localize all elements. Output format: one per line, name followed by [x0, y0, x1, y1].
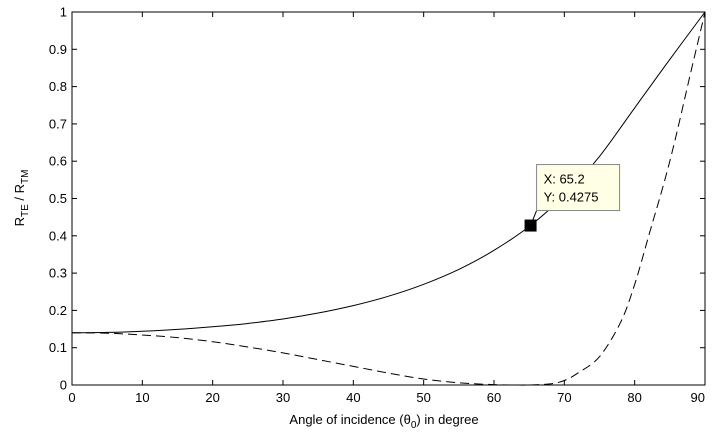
- y-tick-label: 0.7: [49, 116, 67, 131]
- ticks-layer: 0 10 20 30 40 50 60 70 80 90 0 0.1 0.2 0.3 0.4 0.5 0.6 0.…: [49, 5, 706, 405]
- x-tick-label: 80: [627, 390, 641, 405]
- y-tick-label: 0.4: [49, 228, 67, 243]
- y-axis-label-r2: R: [12, 184, 27, 193]
- x-axis-label-suffix: ) in degree: [416, 412, 478, 427]
- y-tick-label: 0.5: [49, 191, 67, 206]
- data-tip-x-text: X: 65.2: [544, 172, 585, 187]
- x-axis-label-subscript: 0: [411, 420, 417, 431]
- y-tick-label: 0.6: [49, 154, 67, 169]
- x-tick-label: 20: [205, 390, 219, 405]
- data-tip[interactable]: X: 65.2 Y: 0.4275: [524, 164, 621, 232]
- x-tick-label: 0: [68, 390, 75, 405]
- y-tick-label: 0.1: [49, 340, 67, 355]
- x-tick-label: 90: [691, 390, 705, 405]
- x-axis-label-theta: θ: [404, 412, 411, 427]
- y-tick-label: 0.8: [49, 79, 67, 94]
- data-tip-box[interactable]: [536, 164, 621, 212]
- y-axis-label-sub1: TE: [20, 204, 31, 217]
- y-axis-label: RTE / RTM: [12, 170, 31, 227]
- y-axis-label-sep: /: [12, 193, 27, 204]
- x-tick-label: 60: [487, 390, 501, 405]
- x-axis-label-prefix: Angle of incidence (: [289, 412, 404, 427]
- x-tick-label: 30: [276, 390, 290, 405]
- y-axis-label-sub2: TM: [20, 170, 31, 184]
- y-tick-label: 1: [60, 5, 67, 20]
- plot-frame: [71, 11, 706, 386]
- x-axis-label: Angle of incidence (θ0) in degree: [289, 412, 478, 431]
- y-axis-label-r1: R: [12, 217, 27, 226]
- series-solid-line: [71, 11, 706, 334]
- y-tick-label: 0.2: [49, 303, 67, 318]
- x-tick-label: 70: [557, 390, 571, 405]
- x-tick-label: 40: [346, 390, 360, 405]
- x-tick-label: 10: [135, 390, 149, 405]
- y-tick-label: 0.3: [49, 266, 67, 281]
- data-tip-y-text: Y: 0.4275: [544, 190, 599, 205]
- data-tip-marker[interactable]: [524, 219, 537, 232]
- x-tick-label: 50: [416, 390, 430, 405]
- y-tick-label: 0.9: [49, 42, 67, 57]
- y-tick-label: 0: [60, 378, 67, 393]
